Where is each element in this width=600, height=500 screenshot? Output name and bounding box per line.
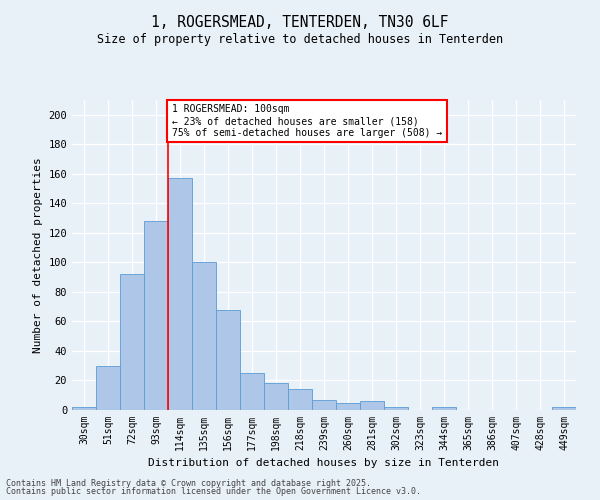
Bar: [72, 407, 96, 410]
Bar: [312, 400, 336, 410]
Text: Contains HM Land Registry data © Crown copyright and database right 2025.: Contains HM Land Registry data © Crown c…: [6, 478, 371, 488]
Bar: [384, 407, 408, 410]
Bar: [120, 274, 144, 410]
Bar: [216, 310, 240, 410]
Bar: [240, 373, 264, 410]
Bar: [168, 178, 192, 410]
Bar: [360, 401, 384, 410]
Text: 1, ROGERSMEAD, TENTERDEN, TN30 6LF: 1, ROGERSMEAD, TENTERDEN, TN30 6LF: [151, 15, 449, 30]
Bar: [432, 407, 456, 410]
Text: Contains public sector information licensed under the Open Government Licence v3: Contains public sector information licen…: [6, 488, 421, 496]
Bar: [552, 407, 576, 410]
X-axis label: Distribution of detached houses by size in Tenterden: Distribution of detached houses by size …: [149, 458, 499, 468]
Text: Size of property relative to detached houses in Tenterden: Size of property relative to detached ho…: [97, 32, 503, 46]
Bar: [264, 384, 288, 410]
Bar: [192, 262, 216, 410]
Bar: [144, 221, 168, 410]
Bar: [336, 402, 360, 410]
Bar: [96, 366, 120, 410]
Y-axis label: Number of detached properties: Number of detached properties: [33, 157, 43, 353]
Bar: [288, 390, 312, 410]
Text: 1 ROGERSMEAD: 100sqm
← 23% of detached houses are smaller (158)
75% of semi-deta: 1 ROGERSMEAD: 100sqm ← 23% of detached h…: [172, 104, 442, 138]
